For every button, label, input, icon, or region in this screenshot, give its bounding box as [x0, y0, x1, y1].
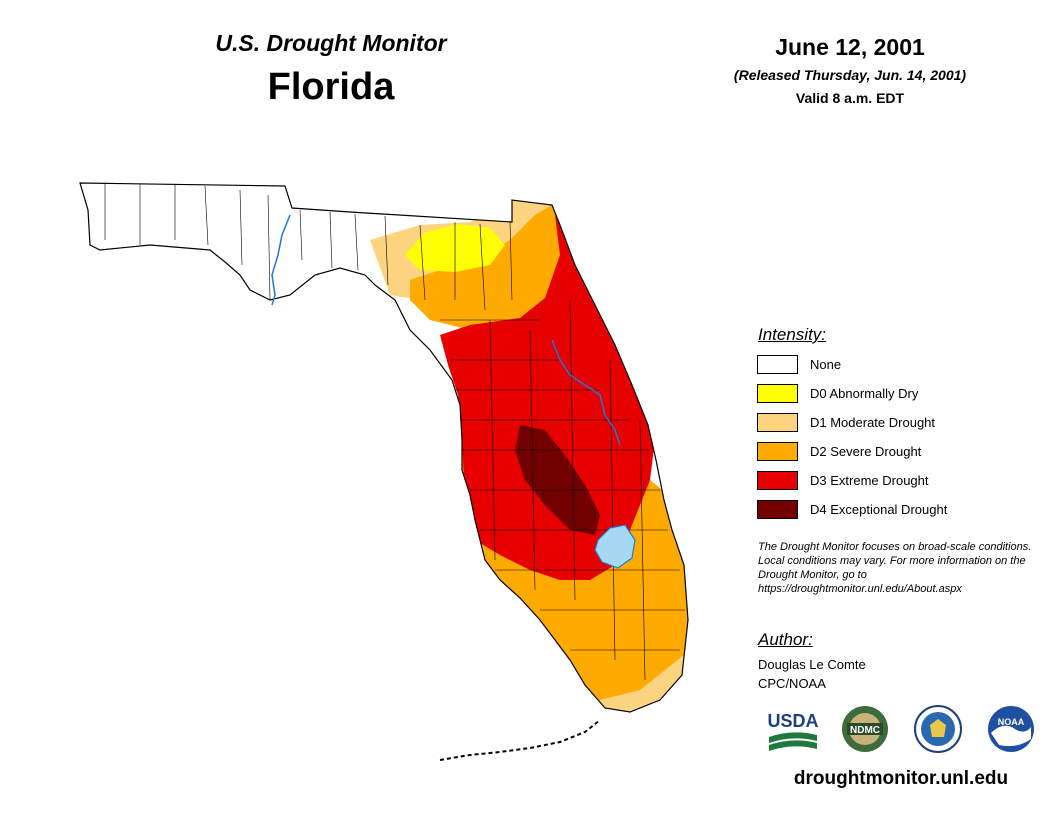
map-title: Florida: [267, 66, 395, 108]
legend-swatch-d3: [757, 471, 798, 490]
author-organization: CPC/NOAA: [758, 676, 826, 691]
lake-okeechobee: [594, 524, 636, 569]
ndmc-logo: NDMC: [842, 706, 888, 752]
legend-swatch-none: [757, 355, 798, 374]
legend-label: D3 Extreme Drought: [810, 473, 929, 488]
apalachicola-river: [271, 214, 291, 306]
ndmc-logo-text: NDMC: [850, 725, 880, 736]
florida-coastline: [79, 182, 689, 713]
map-subtitle: U.S. Drought Monitor: [215, 30, 447, 56]
legend-title: Intensity:: [758, 325, 827, 344]
florida-keys: [439, 719, 601, 761]
legend-label: D2 Severe Drought: [810, 444, 922, 459]
map-date: June 12, 2001: [775, 34, 925, 60]
noaa-logo: NOAA: [988, 706, 1034, 752]
legend-swatch-d1: [757, 413, 798, 432]
legend-label: D1 Moderate Drought: [810, 415, 936, 430]
author-name: Douglas Le Comte: [758, 657, 866, 672]
valid-time: Valid 8 a.m. EDT: [795, 90, 905, 106]
usda-logo-text: USDA: [767, 711, 818, 731]
st-johns-river: [551, 339, 621, 446]
commerce-seal-logo: [914, 705, 962, 753]
author-heading: Author:: [758, 630, 813, 649]
footer-url[interactable]: droughtmonitor.unl.edu: [793, 768, 1009, 789]
legend-swatch-d0: [757, 384, 798, 403]
d4-exceptional-drought: [515, 425, 600, 535]
county-boundaries: [104, 183, 685, 681]
noaa-logo-text: NOAA: [998, 717, 1025, 727]
legend-label: D4 Exceptional Drought: [810, 502, 948, 517]
drought-monitor-note: The Drought Monitor focuses on broad-sca…: [758, 541, 1032, 595]
legend-swatch-d2: [757, 442, 798, 461]
usda-logo: USDA: [767, 711, 819, 751]
legend-label: D0 Abnormally Dry: [810, 386, 919, 401]
legend-swatch-d4: [757, 500, 798, 519]
release-date: (Released Thursday, Jun. 14, 2001): [733, 67, 967, 83]
legend-label: None: [810, 357, 842, 372]
